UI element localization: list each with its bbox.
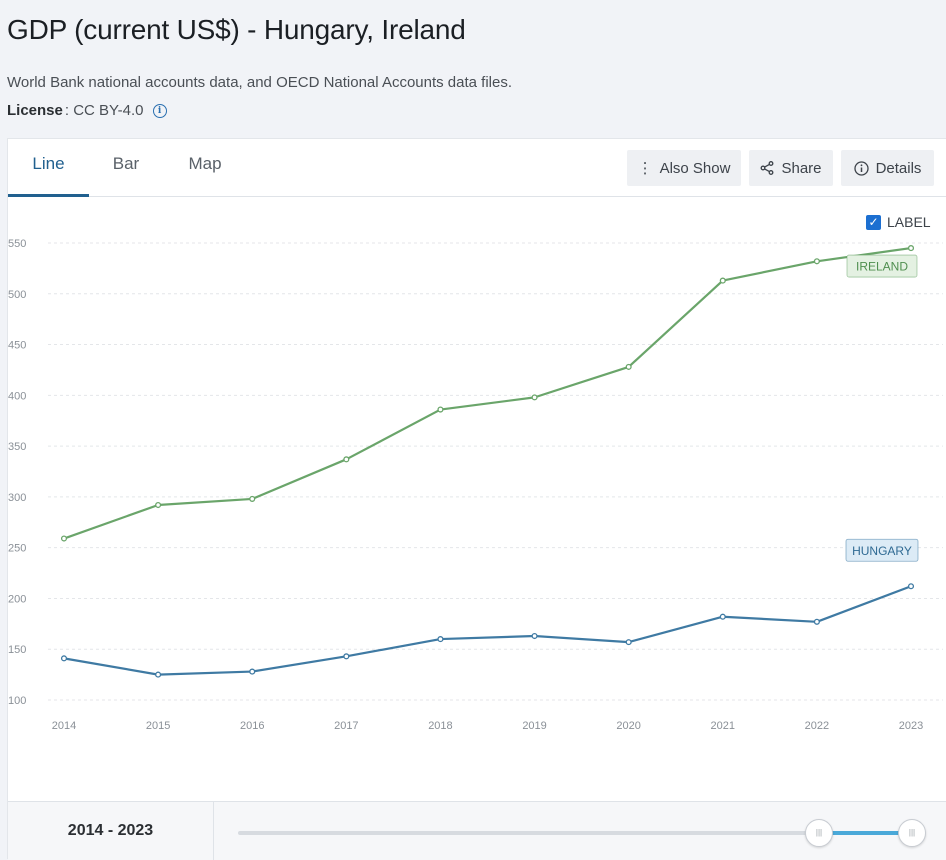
also-show-label: Also Show (659, 159, 731, 177)
data-point-hungary (531, 632, 538, 640)
also-show-button[interactable]: ⋮ Also Show (627, 150, 741, 186)
share-button[interactable]: Share (749, 150, 833, 186)
vertical-dots-icon: ⋮ (637, 160, 653, 177)
data-point-ireland (60, 535, 68, 542)
tab-map[interactable]: Map (188, 154, 222, 173)
range-end-handle[interactable]: ||| (898, 819, 926, 847)
share-label: Share (781, 159, 822, 177)
data-point-hungary (719, 613, 726, 620)
y-tick-label: 350 (8, 441, 26, 453)
y-tick-label: 550 (8, 238, 26, 250)
source-note: World Bank national accounts data, and O… (7, 74, 513, 91)
data-point-ireland (155, 501, 162, 509)
data-point-ireland (907, 245, 915, 252)
info-circle-icon (853, 160, 869, 176)
page-title: GDP (current US$) - Hungary, Ireland (7, 14, 466, 45)
data-point-hungary (343, 653, 350, 660)
data-point-ireland (343, 456, 350, 463)
data-point-ireland (719, 277, 726, 284)
y-tick-label: 100 (8, 695, 26, 707)
label-toggle[interactable]: ✓ LABEL (866, 214, 931, 230)
time-range-bar: 2014 - 2023 ||| ||| (8, 801, 946, 860)
x-tick-label: 2016 (240, 720, 264, 732)
label-toggle-text: LABEL (887, 214, 931, 230)
details-label: Details (875, 159, 922, 177)
series-label-hungary: HUNGARY (852, 544, 912, 558)
x-tick-label: 2023 (899, 720, 923, 732)
x-tick-label: 2017 (334, 720, 358, 732)
y-tick-label: 400 (8, 390, 26, 402)
series-line-hungary (63, 585, 912, 676)
data-point-ireland (531, 394, 538, 401)
series-tag-hungary (845, 538, 919, 562)
data-point-hungary (437, 636, 444, 643)
tab-bar: Line Bar Map ⋮ Also Show Share Details (8, 139, 946, 197)
y-tick-label: 200 (8, 593, 26, 605)
series-tag-ireland (846, 254, 918, 278)
data-point-hungary (60, 655, 68, 662)
x-tick-label: 2022 (805, 720, 829, 732)
data-point-hungary (155, 671, 162, 678)
x-tick-label: 2021 (711, 720, 735, 732)
y-tick-label: 150 (8, 644, 26, 656)
license-label: License (7, 102, 63, 119)
x-tick-label: 2014 (52, 720, 76, 732)
data-point-ireland (813, 258, 820, 265)
x-tick-label: 2020 (616, 720, 640, 732)
series-label-ireland: IRELAND (856, 260, 908, 274)
x-tick-label: 2019 (522, 720, 546, 732)
line-chart: 100 150 200 250 300 350 400 450 500 550 2014 2015 20… (8, 238, 943, 732)
range-start-handle[interactable]: ||| (805, 819, 833, 847)
data-point-hungary (813, 618, 820, 625)
data-point-ireland (437, 406, 444, 413)
tab-bar-chart[interactable]: Bar (112, 154, 140, 173)
details-button[interactable]: Details (841, 150, 934, 186)
data-point-ireland (249, 495, 256, 502)
data-point-hungary (625, 639, 632, 646)
info-icon[interactable]: i (152, 103, 167, 118)
data-point-ireland (625, 363, 632, 370)
range-slider-track[interactable] (238, 831, 913, 835)
license-line: License : CC BY-4.0 i (7, 102, 167, 119)
label-checkbox[interactable]: ✓ (866, 214, 881, 230)
y-tick-label: 500 (8, 289, 26, 301)
y-tick-label: 450 (8, 340, 26, 352)
y-tick-label: 250 (8, 543, 26, 555)
range-slider-selection (818, 831, 913, 835)
tab-line[interactable]: Line (8, 139, 89, 197)
series-line-ireland (63, 246, 912, 540)
data-point-hungary (249, 668, 256, 675)
chart-panel: Line Bar Map ⋮ Also Show Share Details (7, 138, 946, 860)
y-tick-label: 300 (8, 492, 26, 504)
range-label: 2014 - 2023 (8, 802, 214, 860)
x-tick-label: 2018 (428, 720, 452, 732)
x-tick-label: 2015 (146, 720, 170, 732)
share-icon (761, 161, 774, 175)
data-point-hungary (907, 583, 915, 590)
license-value: : CC BY-4.0 (64, 102, 144, 119)
